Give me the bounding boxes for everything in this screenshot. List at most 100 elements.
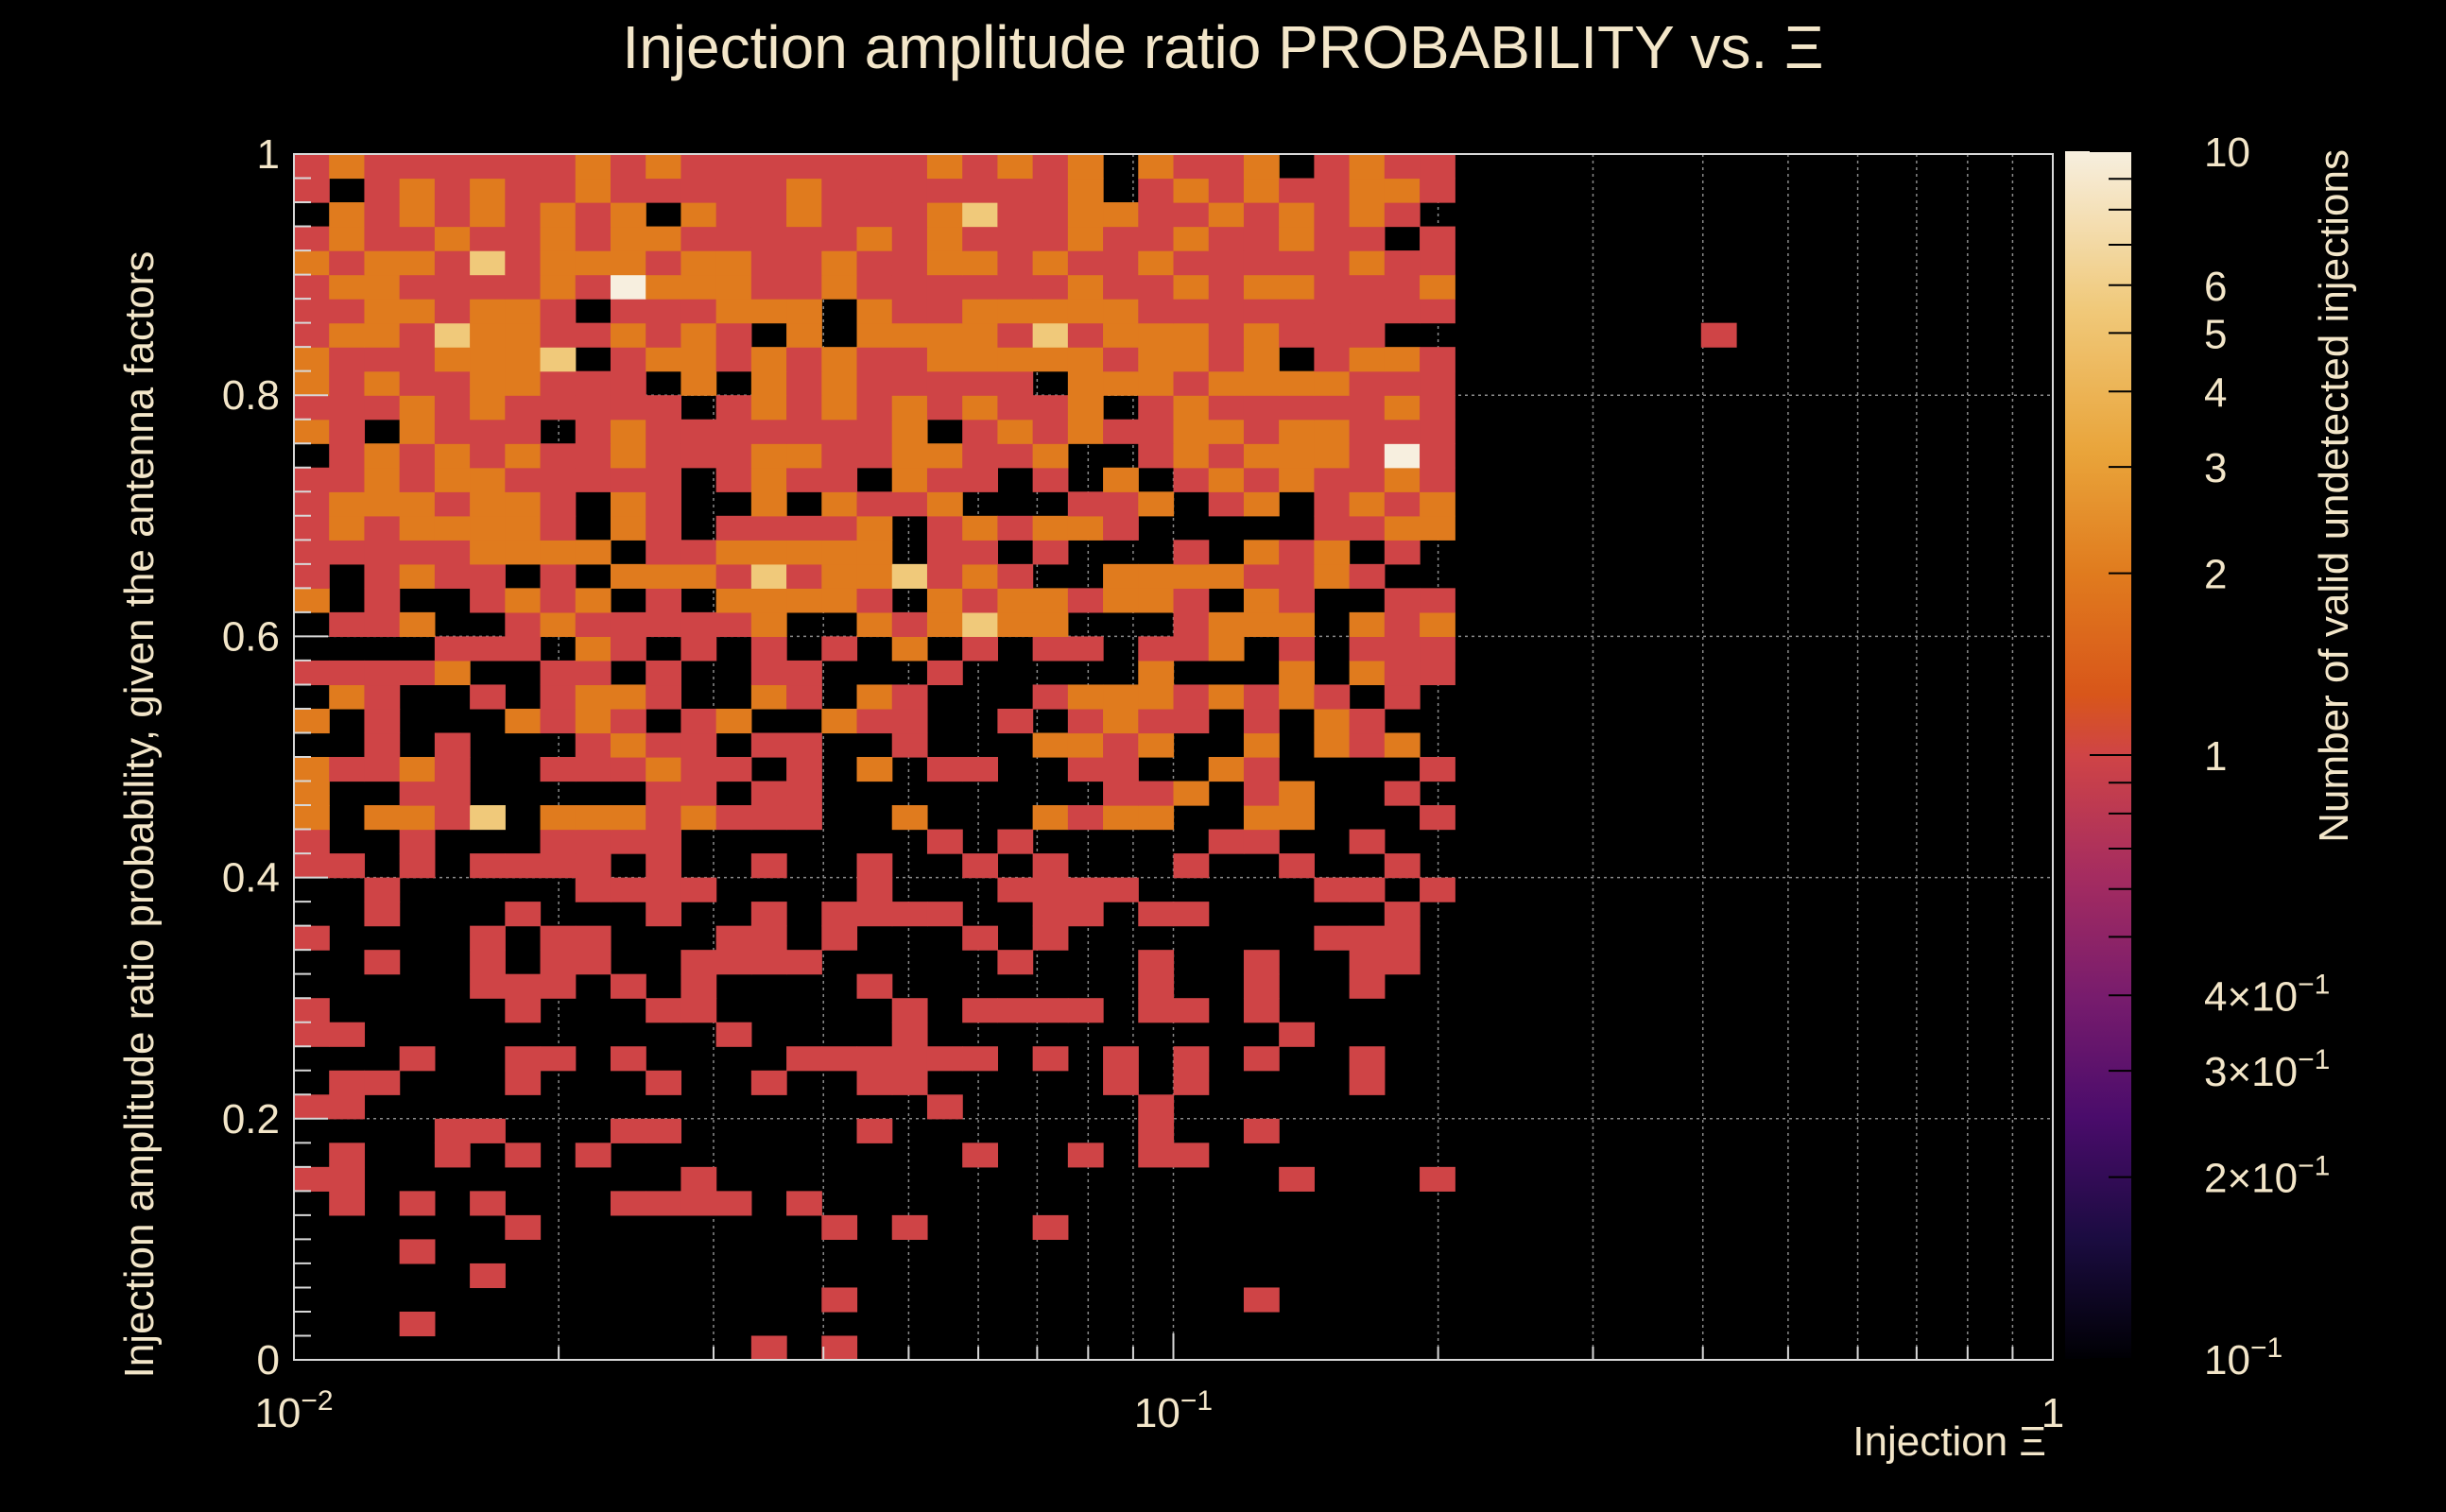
heatmap-cell (1243, 950, 1280, 975)
heatmap-cell (1173, 347, 1210, 372)
heatmap-cell (680, 877, 717, 902)
heatmap-cell (1032, 540, 1069, 565)
heatmap-cell (1420, 226, 1456, 251)
heatmap-cell (750, 491, 787, 517)
heatmap-cell (1138, 1118, 1175, 1143)
heatmap-cell (1138, 322, 1175, 348)
heatmap-cell (1032, 636, 1069, 662)
heatmap-cell (575, 178, 612, 203)
heatmap-cell (610, 732, 646, 758)
heatmap-cell (646, 540, 682, 565)
heatmap-cell (540, 563, 577, 589)
heatmap-cell (821, 395, 858, 421)
heatmap-cell (434, 202, 471, 228)
heatmap-cell (680, 178, 717, 203)
heatmap-cell (329, 1166, 366, 1192)
heatmap-cell (294, 660, 330, 686)
colorbar-tick-label: 2 (2204, 552, 2227, 598)
heatmap-cell (646, 419, 682, 444)
heatmap-cell (1420, 877, 1456, 902)
heatmap-cell (294, 419, 330, 444)
heatmap-cell (364, 515, 401, 541)
heatmap-cell (540, 322, 577, 348)
heatmap-cell (715, 299, 752, 324)
heatmap-cell (540, 588, 577, 613)
heatmap-cell (434, 781, 471, 806)
heatmap-cell (540, 540, 577, 565)
heatmap-cell (750, 853, 787, 879)
heatmap-cell (505, 299, 542, 324)
heatmap-cell (470, 1191, 506, 1216)
heatmap-cell (1067, 322, 1104, 348)
heatmap-cell (646, 250, 682, 276)
heatmap-cell (505, 1070, 542, 1095)
heatmap-cell (470, 853, 506, 879)
heatmap-cell (505, 708, 542, 734)
heatmap-cell (399, 660, 436, 686)
heatmap-cell (329, 250, 366, 276)
heatmap-cell (1138, 708, 1175, 734)
heatmap-cell (926, 829, 963, 854)
heatmap-cell (329, 370, 366, 396)
heatmap-cell (1279, 563, 1315, 589)
heatmap-cell (680, 781, 717, 806)
heatmap-cell (610, 467, 646, 492)
heatmap-cell (646, 347, 682, 372)
heatmap-cell (856, 1118, 893, 1143)
heatmap-cell (856, 322, 893, 348)
heatmap-cell (540, 443, 577, 469)
heatmap-cell (997, 299, 1034, 324)
heatmap-cell (715, 611, 752, 637)
heatmap-cell (1420, 467, 1456, 492)
heatmap-cell (1173, 443, 1210, 469)
heatmap-cell (786, 178, 822, 203)
heatmap-cell (1067, 636, 1104, 662)
heatmap-cell (821, 902, 858, 927)
heatmap-cell (1243, 781, 1280, 806)
heatmap-cell (1384, 540, 1421, 565)
heatmap-cell (962, 588, 998, 613)
heatmap-cell (997, 611, 1034, 637)
heatmap-cell (1208, 467, 1245, 492)
heatmap-cell (856, 611, 893, 637)
heatmap-cell (1314, 347, 1351, 372)
heatmap-cell (1420, 611, 1456, 637)
heatmap-cell (1138, 1094, 1175, 1120)
heatmap-cell (962, 467, 998, 492)
heatmap-cell (1067, 708, 1104, 734)
heatmap-cell (1420, 660, 1456, 686)
heatmap-cell (1032, 1046, 1069, 1072)
heatmap-cell (329, 540, 366, 565)
heatmap-cell (575, 1143, 612, 1168)
heatmap-cell (1103, 877, 1139, 902)
heatmap-cell (1208, 443, 1245, 469)
heatmap-cell (1208, 274, 1245, 300)
heatmap-cell (680, 805, 717, 831)
heatmap-cell (856, 877, 893, 902)
heatmap-cell (1279, 443, 1315, 469)
heatmap-cell (750, 347, 787, 372)
heatmap-cell (750, 274, 787, 300)
heatmap-cell (1243, 708, 1280, 734)
heatmap-cell (434, 226, 471, 251)
heatmap-cell (1032, 347, 1069, 372)
heatmap-cell (434, 322, 471, 348)
heatmap-cell (856, 299, 893, 324)
heatmap-cell (1314, 877, 1351, 902)
heatmap-cell (399, 540, 436, 565)
heatmap-cell (891, 299, 928, 324)
heatmap-cell (505, 973, 542, 999)
heatmap-cell (294, 1022, 330, 1047)
heatmap-cell (1103, 202, 1139, 228)
heatmap-cell (364, 708, 401, 734)
heatmap-cell (610, 973, 646, 999)
heatmap-cell (715, 588, 752, 613)
heatmap-cell (1384, 732, 1421, 758)
y-tick-label: 1 (257, 131, 280, 178)
heatmap-cell (1349, 708, 1386, 734)
heatmap-cell (329, 226, 366, 251)
heatmap-cell (1279, 1022, 1315, 1047)
heatmap-cell (1138, 950, 1175, 975)
heatmap-cell (1032, 588, 1069, 613)
heatmap-cell (505, 998, 542, 1023)
